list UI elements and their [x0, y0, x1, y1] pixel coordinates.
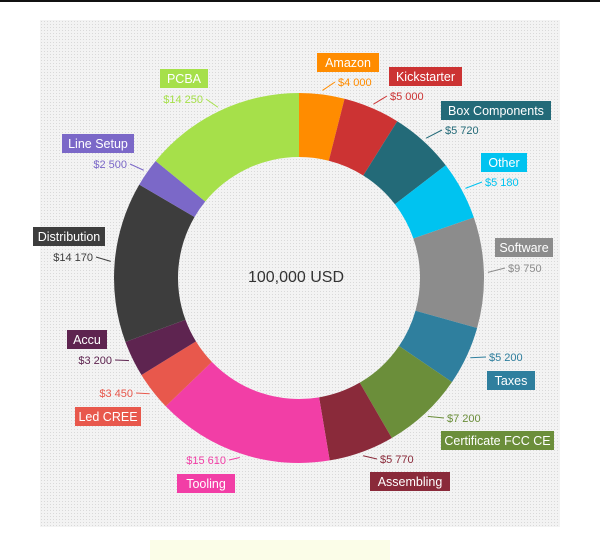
- value-assembling: $5 770: [380, 454, 414, 466]
- label-amazon: Amazon: [325, 56, 371, 70]
- top-border: [0, 0, 600, 2]
- leader-other: [465, 181, 483, 189]
- leader-pcba: [205, 98, 219, 108]
- label-box-assembling: [370, 472, 450, 491]
- leader-led-cree: [135, 392, 150, 395]
- value-taxes: $5 200: [489, 352, 523, 364]
- leader-accu: [114, 359, 130, 362]
- value-software: $9 750: [508, 263, 542, 275]
- label-box-software: [495, 238, 553, 257]
- label-box-other: [481, 153, 527, 172]
- leader-kickstarter: [373, 95, 388, 105]
- slice-taxes: [399, 310, 478, 383]
- label-box-kickstarter: [389, 67, 462, 86]
- value-amazon: $4 000: [338, 77, 372, 89]
- value-tooling: $15 610: [186, 455, 226, 467]
- slice-amazon: [299, 93, 345, 161]
- leader-tooling: [228, 456, 240, 461]
- label-box-line-setup: [62, 134, 134, 153]
- label-box-pcba: [160, 69, 208, 88]
- slice-assembling: [319, 382, 392, 461]
- slice-software: [413, 217, 484, 329]
- label-assembling: Assembling: [378, 475, 443, 489]
- label-box-taxes: [487, 371, 535, 390]
- label-box-amazon: [317, 53, 379, 72]
- label-other: Other: [488, 156, 519, 170]
- chart-slices: [114, 93, 484, 464]
- chart-labels: Amazon $4 000 Kickstarter $5 000 Box Compone…: [33, 53, 554, 493]
- slice-accu: [125, 319, 196, 375]
- leader-taxes: [470, 356, 487, 359]
- leader-certificate-fcc-ce: [427, 415, 445, 419]
- label-tooling: Tooling: [186, 477, 226, 491]
- label-box-components: Box Components: [448, 104, 544, 118]
- label-box-distribution: [33, 227, 105, 246]
- center-total-label: 100,000 USD: [248, 269, 344, 286]
- bottom-strip: [150, 540, 390, 560]
- slice-distribution: [114, 184, 195, 342]
- label-taxes: Taxes: [495, 374, 528, 388]
- value-line-setup: $2 500: [93, 159, 127, 171]
- label-box-accu: [67, 330, 107, 349]
- slice-box-components: [363, 121, 446, 205]
- slice-kickstarter: [328, 98, 398, 176]
- leader-box-components: [425, 129, 443, 139]
- label-led-cree: Led CREE: [78, 410, 137, 424]
- label-box-tooling: [177, 474, 235, 493]
- value-distribution: $14 170: [53, 252, 93, 264]
- value-certificate-fcc-ce: $7 200: [447, 413, 481, 425]
- label-box-certificate-fcc-ce: [441, 431, 554, 450]
- value-pcba: $14 250: [163, 94, 203, 106]
- label-software: Software: [499, 241, 548, 255]
- value-box-components: $5 720: [445, 125, 479, 137]
- value-led-cree: $3 450: [99, 388, 133, 400]
- label-line-setup: Line Setup: [68, 137, 128, 151]
- leader-line-setup: [129, 163, 144, 171]
- leader-assembling: [363, 455, 378, 460]
- value-accu: $3 200: [78, 355, 112, 367]
- label-accu: Accu: [73, 333, 101, 347]
- slice-line-setup: [139, 161, 206, 217]
- value-kickstarter: $5 000: [390, 91, 424, 103]
- slice-other: [394, 165, 474, 239]
- leader-distribution: [95, 256, 111, 262]
- label-pcba: PCBA: [167, 72, 202, 86]
- slice-led-cree: [141, 341, 212, 407]
- slice-tooling: [165, 361, 330, 464]
- label-distribution: Distribution: [38, 230, 101, 244]
- label-box-box-components: [441, 101, 551, 120]
- label-certificate-fcc-ce: Certificate FCC CE: [444, 434, 550, 448]
- label-box-led-cree: [75, 407, 141, 426]
- slice-pcba: [155, 93, 299, 202]
- leader-software: [487, 267, 506, 273]
- slice-certificate-fcc-ce: [359, 346, 452, 439]
- label-kickstarter: Kickstarter: [396, 70, 455, 84]
- leader-amazon: [322, 81, 336, 91]
- value-other: $5 180: [485, 177, 519, 189]
